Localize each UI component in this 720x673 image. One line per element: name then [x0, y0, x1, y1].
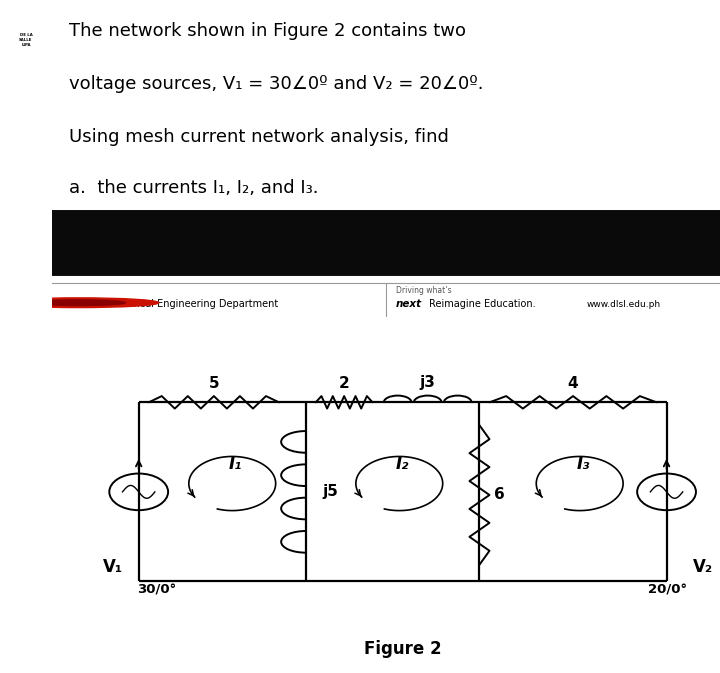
Text: www.dlsl.edu.ph: www.dlsl.edu.ph: [586, 300, 660, 309]
Circle shape: [32, 300, 125, 306]
FancyBboxPatch shape: [47, 210, 720, 276]
Text: j3: j3: [420, 375, 436, 390]
Text: I₁: I₁: [229, 455, 242, 473]
Text: Reimagine Education.: Reimagine Education.: [429, 299, 536, 310]
Text: 4: 4: [567, 376, 578, 390]
Text: Using mesh current network analysis, find: Using mesh current network analysis, fin…: [68, 129, 449, 147]
Circle shape: [0, 298, 158, 308]
Text: a.  the currents I₁, I₂, and I₃.: a. the currents I₁, I₂, and I₃.: [68, 179, 318, 197]
Text: Figure 2: Figure 2: [364, 641, 441, 658]
Text: I₃: I₃: [576, 455, 590, 473]
Text: V₁: V₁: [103, 559, 123, 576]
Text: I₂: I₂: [396, 455, 409, 473]
Text: 2: 2: [339, 376, 349, 390]
Text: The network shown in Figure 2 contains two: The network shown in Figure 2 contains t…: [68, 22, 466, 40]
Text: 30/0°: 30/0°: [138, 583, 176, 596]
Text: V₂: V₂: [693, 559, 714, 576]
Text: voltage sources, V₁ = 30∠0º and V₂ = 20∠0º.: voltage sources, V₁ = 30∠0º and V₂ = 20∠…: [68, 75, 483, 94]
Text: Driving what’s: Driving what’s: [396, 286, 451, 295]
Text: 6: 6: [494, 487, 505, 503]
Text: 5: 5: [209, 376, 219, 390]
Text: DE LA
SALLE
LIPA: DE LA SALLE LIPA: [19, 33, 32, 46]
Text: Electrical Engineering Department: Electrical Engineering Department: [109, 299, 278, 310]
Text: j5: j5: [323, 485, 338, 499]
Text: 20/0°: 20/0°: [648, 583, 687, 596]
Text: next: next: [396, 299, 422, 310]
